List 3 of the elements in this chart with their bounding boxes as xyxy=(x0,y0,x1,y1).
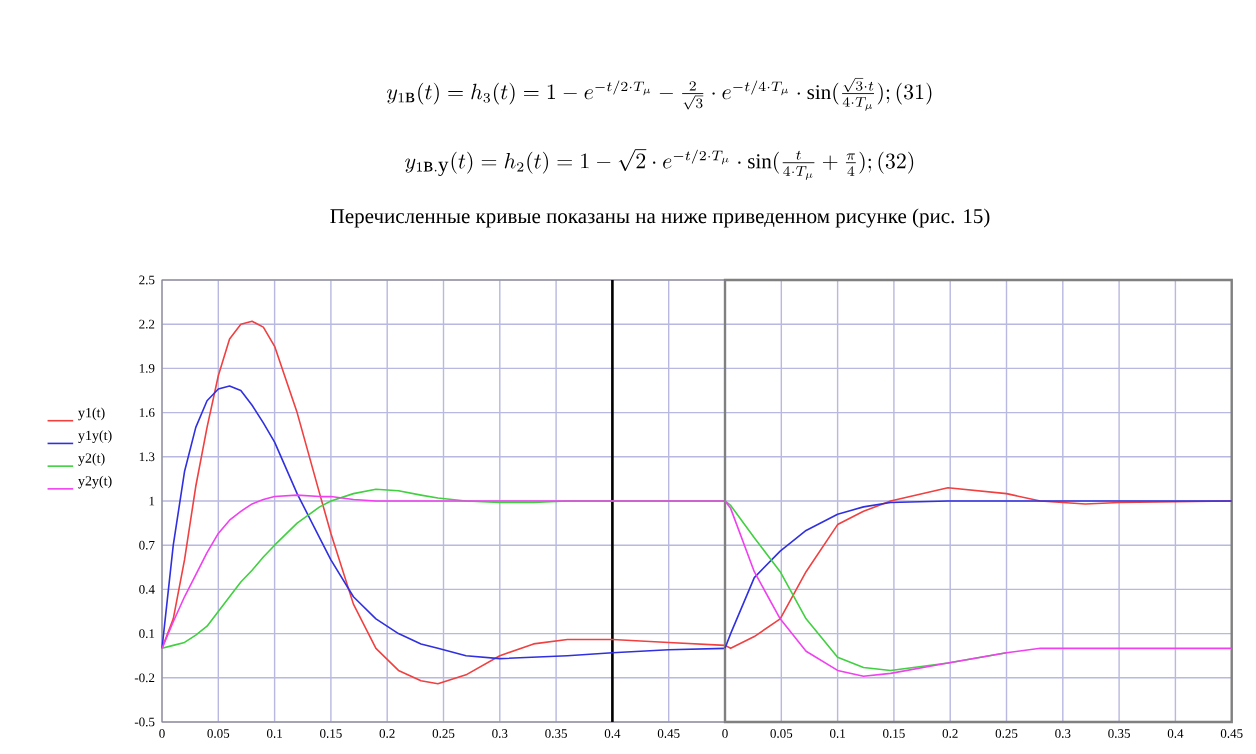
text: $y_{1\mbox{в}}(t) = h_3(t) = 1 - e^{-t/2\cdot T_\mu} - \frac{2}{\sqrt{3}}\cdot e^{-t/4\cdot T_\mu}\cdot \sin(\frac{\sqrt{3}\cdot t}{4\cdot T_\mu}); (31)$ xyxy=(387,78,932,111)
text: Перечисленные кривые показаны на ниже приведенном рисунке (рис. 15) xyxy=(330,208,990,228)
text: $y_{1\mbox{в}.\mbox{у}}(t) = h_2(t) = 1 - \sqrt{2}\cdot e^{-t/2\cdot T_\mu}\cdot \sin(\frac{t}{4\cdot T_\mu} + \frac{\pi}{4}); (32)$ xyxy=(405,149,914,180)
